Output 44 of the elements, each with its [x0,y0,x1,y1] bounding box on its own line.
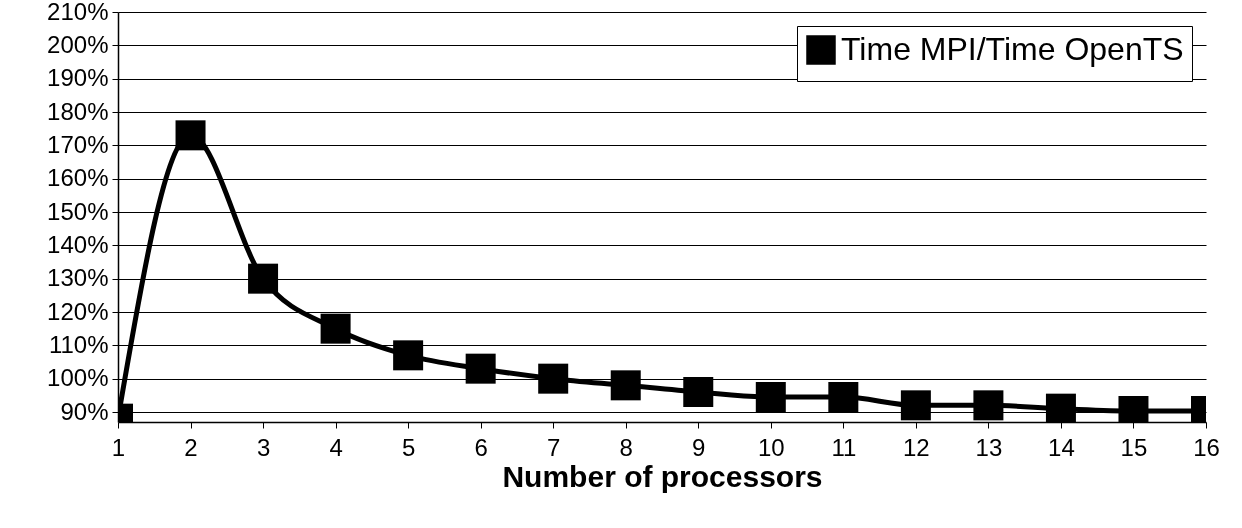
x-tick-label: 5 [401,433,416,461]
y-tick-label: 200% [47,30,109,58]
y-tick-label: 120% [47,297,109,325]
x-tick-label: 1 [111,433,126,461]
x-tick-label: 2 [184,433,198,461]
point [683,377,714,407]
point [538,363,569,394]
y-tick-label: 210% [47,0,109,25]
y-tick-label: 180% [47,97,109,125]
x-tick-label: 9 [692,433,706,461]
point [320,313,351,344]
y-tick-label: 140% [47,230,109,258]
x-tick-label: 16 [1193,433,1220,461]
x-tick-label: 6 [474,433,488,461]
legend-label: Time MPI/Time OpenTS [841,31,1184,67]
x-tick-label: 15 [1120,433,1148,461]
point [610,370,641,401]
x-tick-label: 12 [903,433,930,461]
y-tick-label: 100% [47,364,109,392]
point [393,340,424,371]
y-tick-label: 190% [47,64,109,92]
x-tick-label: 3 [256,433,271,461]
point [175,120,206,151]
x-tick-label: 14 [1048,433,1075,461]
y-tick-label: 130% [47,264,109,292]
y-tick-label: 110% [48,330,109,358]
y-tick-label: 90% [60,397,109,425]
y-tick-label: 160% [47,164,109,192]
x-axis-title: Number of processors [502,459,823,493]
x-tick-label: 11 [831,433,857,461]
x-tick-label: 10 [757,433,785,461]
x-tick-label: 13 [975,433,1003,461]
point [828,382,859,412]
y-tick-label: 170% [47,130,109,158]
point [900,390,931,421]
x-tick-label: 8 [619,433,633,461]
y-tick-label: 150% [47,197,109,225]
point [248,263,279,294]
x-tick-label: 7 [547,433,561,461]
point [1045,393,1076,422]
point [755,382,786,412]
point [465,353,496,384]
point [973,390,1004,421]
x-tick-label: 4 [329,433,343,461]
